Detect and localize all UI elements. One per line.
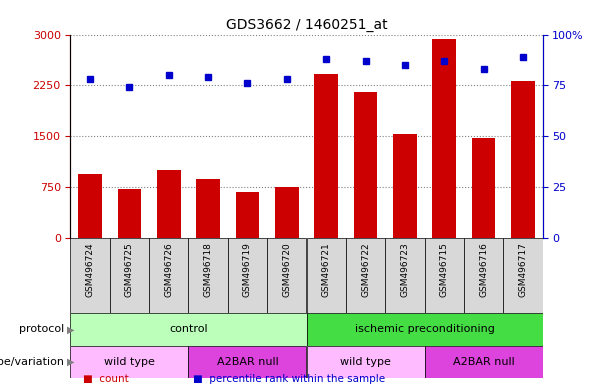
Bar [346,238,385,315]
Text: GSM496719: GSM496719 [243,242,252,297]
Bar [196,179,220,238]
Bar [306,346,424,378]
Text: GSM496724: GSM496724 [86,242,94,296]
Text: ▶: ▶ [67,357,75,367]
Text: protocol: protocol [19,324,64,334]
Text: GSM496722: GSM496722 [361,242,370,296]
Text: ■  count: ■ count [83,374,129,384]
Text: GSM496716: GSM496716 [479,242,488,297]
Text: wild type: wild type [104,357,155,367]
Bar [424,238,464,315]
Text: control: control [169,324,208,334]
Text: GSM496725: GSM496725 [125,242,134,297]
Bar [306,238,346,315]
Bar [78,174,102,238]
Text: GSM496717: GSM496717 [519,242,527,297]
Bar [267,238,306,315]
Text: GSM496723: GSM496723 [400,242,409,297]
Bar [393,134,417,238]
Bar [306,313,543,346]
Bar [354,92,377,238]
Bar [70,313,306,346]
Bar [189,346,306,378]
Bar [503,238,543,315]
Text: A2BAR null: A2BAR null [452,357,514,367]
Bar [424,346,543,378]
Bar [157,170,181,238]
Text: wild type: wild type [340,357,391,367]
Bar [149,238,189,315]
Text: GSM496715: GSM496715 [440,242,449,297]
Text: ischemic preconditioning: ischemic preconditioning [354,324,495,334]
Bar [70,238,110,315]
Bar [511,81,535,238]
Bar [235,192,259,238]
Text: GSM496720: GSM496720 [283,242,291,297]
Text: ▶: ▶ [67,324,75,334]
Text: GSM496726: GSM496726 [164,242,173,297]
Text: A2BAR null: A2BAR null [216,357,278,367]
Bar [70,346,189,378]
Text: ■  percentile rank within the sample: ■ percentile rank within the sample [193,374,385,384]
Bar [464,238,503,315]
Text: GSM496721: GSM496721 [322,242,330,297]
Bar [471,138,495,238]
Bar [228,238,267,315]
Bar [314,74,338,238]
Bar [432,39,456,238]
Bar [110,238,149,315]
Bar [189,238,228,315]
Text: genotype/variation: genotype/variation [0,357,64,367]
Bar [385,238,424,315]
Text: GSM496718: GSM496718 [204,242,213,297]
Bar [275,187,299,238]
Title: GDS3662 / 1460251_at: GDS3662 / 1460251_at [226,18,387,32]
Bar [118,189,141,238]
